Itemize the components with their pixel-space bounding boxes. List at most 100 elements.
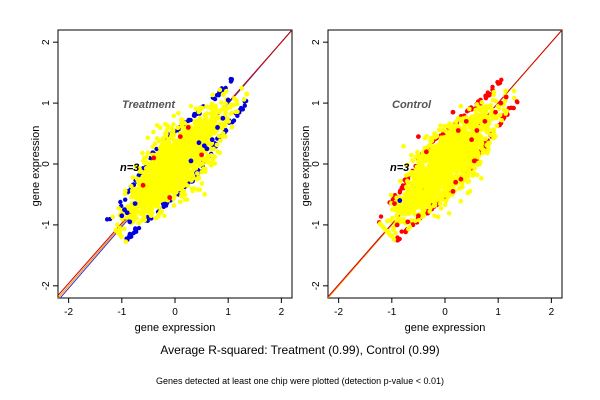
control-cloud-point: [433, 158, 439, 163]
treatment-highlight-point: [177, 134, 183, 139]
treatment-cloud-point: [200, 120, 206, 125]
control-cloud-point: [409, 152, 414, 158]
control-edge-point: [410, 222, 416, 228]
treatment-cloud-point: [239, 85, 245, 91]
control-cloud-point: [425, 204, 431, 210]
control-cloud-point: [406, 172, 411, 177]
treatment-cloud-point: [233, 109, 238, 115]
control-highlight-point: [453, 179, 459, 185]
control-cloud-point: [479, 176, 484, 181]
control-cloud-point: [429, 198, 435, 204]
treatment-cloud-point: [144, 169, 149, 174]
control-highlight-point: [469, 137, 474, 143]
treatment-cloud-point: [149, 206, 155, 212]
control-highlight-point: [392, 201, 397, 206]
treatment-cloud-point: [164, 127, 170, 133]
control-cloud-point: [428, 136, 434, 141]
treatment-cloud-point: [179, 174, 185, 179]
control-cloud-point: [449, 126, 454, 132]
treatment-cloud-point: [162, 140, 167, 146]
treatment-cloud-point: [202, 112, 207, 118]
control-cloud-point: [466, 170, 471, 176]
treatment-cloud-point: [168, 171, 174, 177]
control-cloud-point: [415, 149, 420, 155]
treatment-cloud-point: [160, 189, 165, 194]
control-highlight-point: [463, 118, 469, 124]
control-cloud-point: [403, 194, 409, 200]
treatment-cloud-point: [155, 166, 161, 172]
treatment-cloud-point: [182, 177, 188, 183]
control-cloud-point: [476, 112, 482, 118]
treatment-y-tick-label: 2: [41, 39, 52, 45]
treatment-cloud-point: [167, 188, 173, 194]
control-cloud-point: [410, 202, 415, 208]
treatment-cloud-point: [232, 96, 237, 101]
control-cloud-point: [475, 162, 480, 167]
treatment-cloud-point: [151, 129, 156, 135]
treatment-cloud-point: [179, 117, 184, 123]
treatment-cloud-point: [156, 213, 161, 219]
treatment-cloud-point: [128, 183, 134, 189]
control-cloud-point: [432, 203, 438, 208]
treatment-cloud-point: [130, 175, 136, 180]
treatment-cloud-point: [198, 105, 203, 111]
control-cloud-point: [431, 144, 436, 150]
treatment-cloud-point: [162, 163, 168, 169]
treatment-panel: -2 -1 0 1 2 -2 -1 0 1 2 Treatment n=3 gene expre…: [30, 29, 293, 334]
control-cloud-point: [491, 89, 497, 95]
treatment-outlier-point: [188, 103, 194, 109]
treatment-cloud-point: [208, 105, 214, 111]
treatment-cloud-point: [203, 156, 208, 161]
control-edge-point: [399, 229, 404, 234]
treatment-edge-point: [212, 96, 218, 102]
control-cloud-point: [473, 153, 478, 159]
treatment-y-tick-label: -2: [41, 281, 52, 290]
control-cloud-point: [447, 166, 452, 172]
treatment-cloud-point: [188, 144, 193, 149]
control-cloud-point: [439, 174, 444, 180]
treatment-cloud-point: [162, 131, 168, 136]
control-cloud-point: [394, 213, 399, 218]
treatment-cloud-point: [195, 119, 201, 124]
treatment-cloud-point: [159, 197, 165, 203]
control-cloud-point: [465, 190, 471, 196]
control-cloud-point: [422, 145, 428, 151]
treatment-cloud-point: [146, 165, 152, 170]
treatment-cloud-point: [202, 192, 207, 197]
control-edge-point: [400, 185, 405, 190]
treatment-highlight-point: [204, 146, 210, 152]
treatment-cloud-point: [150, 164, 156, 170]
control-cloud-point: [387, 232, 392, 237]
treatment-cloud-point: [137, 202, 143, 208]
control-cloud-point: [450, 151, 455, 157]
treatment-x-tick-label: 1: [225, 307, 231, 318]
treatment-x-tick-label: 0: [172, 307, 178, 318]
control-cloud-point: [474, 102, 480, 107]
treatment-cloud-point: [170, 130, 176, 136]
treatment-cloud-point: [199, 181, 205, 186]
treatment-cloud-point: [182, 138, 188, 144]
treatment-cloud-point: [244, 91, 250, 97]
treatment-cloud-point: [180, 188, 185, 193]
treatment-n-annotation: n=3: [120, 162, 139, 174]
control-cloud-point: [465, 174, 471, 179]
control-y-tick-label: -1: [311, 220, 322, 229]
treatment-edge-point: [127, 233, 132, 239]
treatment-edge-point: [154, 146, 159, 152]
control-cloud-point: [478, 127, 483, 132]
treatment-highlight-point: [215, 125, 220, 130]
treatment-cloud-point: [194, 171, 200, 176]
treatment-cloud-point: [191, 145, 197, 151]
control-cloud-point: [437, 195, 442, 200]
control-cloud-point: [437, 182, 442, 187]
treatment-cloud-point: [185, 150, 190, 156]
treatment-cloud-point: [189, 186, 195, 192]
treatment-highlight-point: [140, 182, 146, 188]
treatment-cloud-point: [212, 154, 218, 160]
treatment-cloud-point: [116, 206, 121, 211]
control-cloud-point: [420, 174, 426, 179]
control-panel: -2 -1 0 1 2 -2 -1 0 1 2 Control n=3 gene express…: [300, 29, 563, 334]
control-cloud-point: [459, 142, 465, 147]
treatment-cloud-point: [194, 158, 199, 164]
